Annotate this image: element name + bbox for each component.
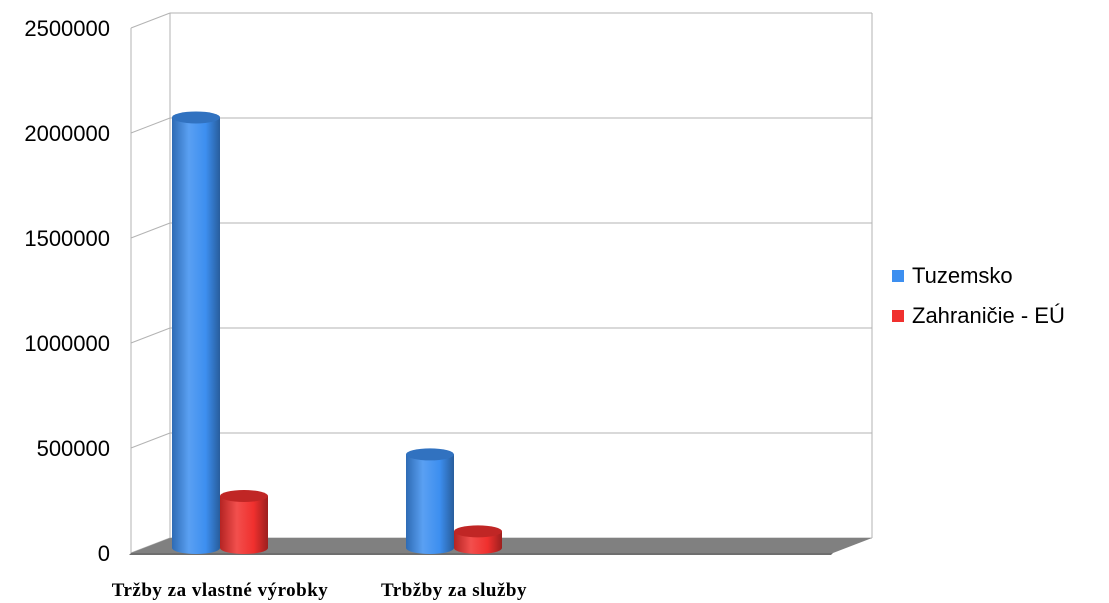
legend-swatch xyxy=(892,310,904,322)
legend-label: Zahraničie - EÚ xyxy=(912,303,1065,328)
x-category-label: Trbžby za služby xyxy=(381,580,527,601)
bar-body xyxy=(172,117,220,554)
bar-0-0 xyxy=(172,111,220,554)
y-tick-label: 1000000 xyxy=(24,331,110,356)
y-tick-label: 0 xyxy=(98,541,110,566)
bar-top xyxy=(172,111,220,124)
bar-body xyxy=(454,531,502,554)
y-tick-label: 2500000 xyxy=(24,16,110,41)
x-category-label: Tržby za vlastné výrobky xyxy=(112,580,329,601)
y-axis-ticks: 0 500000 1000000 1500000 2000000 2500000 xyxy=(24,16,110,566)
y-tick-label: 1500000 xyxy=(24,226,110,251)
gridline-side xyxy=(130,12,171,29)
bar-top xyxy=(406,448,454,461)
x-axis-categories: Tržby za vlastné výrobky Trbžby za služby xyxy=(112,580,527,601)
chart-walls xyxy=(130,13,873,553)
bars xyxy=(172,111,502,554)
bar-body xyxy=(406,454,454,554)
bar-0-1 xyxy=(220,490,268,554)
bar-1-0 xyxy=(406,448,454,554)
bar-top xyxy=(220,490,268,502)
gridlines xyxy=(130,12,872,554)
legend-label: Tuzemsko xyxy=(912,263,1013,288)
y-tick-label: 2000000 xyxy=(24,121,110,146)
gridline-side xyxy=(130,432,171,449)
floor-edge xyxy=(129,553,833,555)
legend: Tuzemsko Zahraničie - EÚ xyxy=(892,263,1065,328)
bar-top xyxy=(454,525,502,538)
gridline-side xyxy=(130,222,171,239)
legend-swatch xyxy=(892,270,904,282)
gridline-side xyxy=(130,327,171,344)
bar-body xyxy=(220,496,268,554)
y-tick-label: 500000 xyxy=(37,436,110,461)
bar-1-1 xyxy=(454,525,502,554)
gridline-side xyxy=(130,117,171,134)
